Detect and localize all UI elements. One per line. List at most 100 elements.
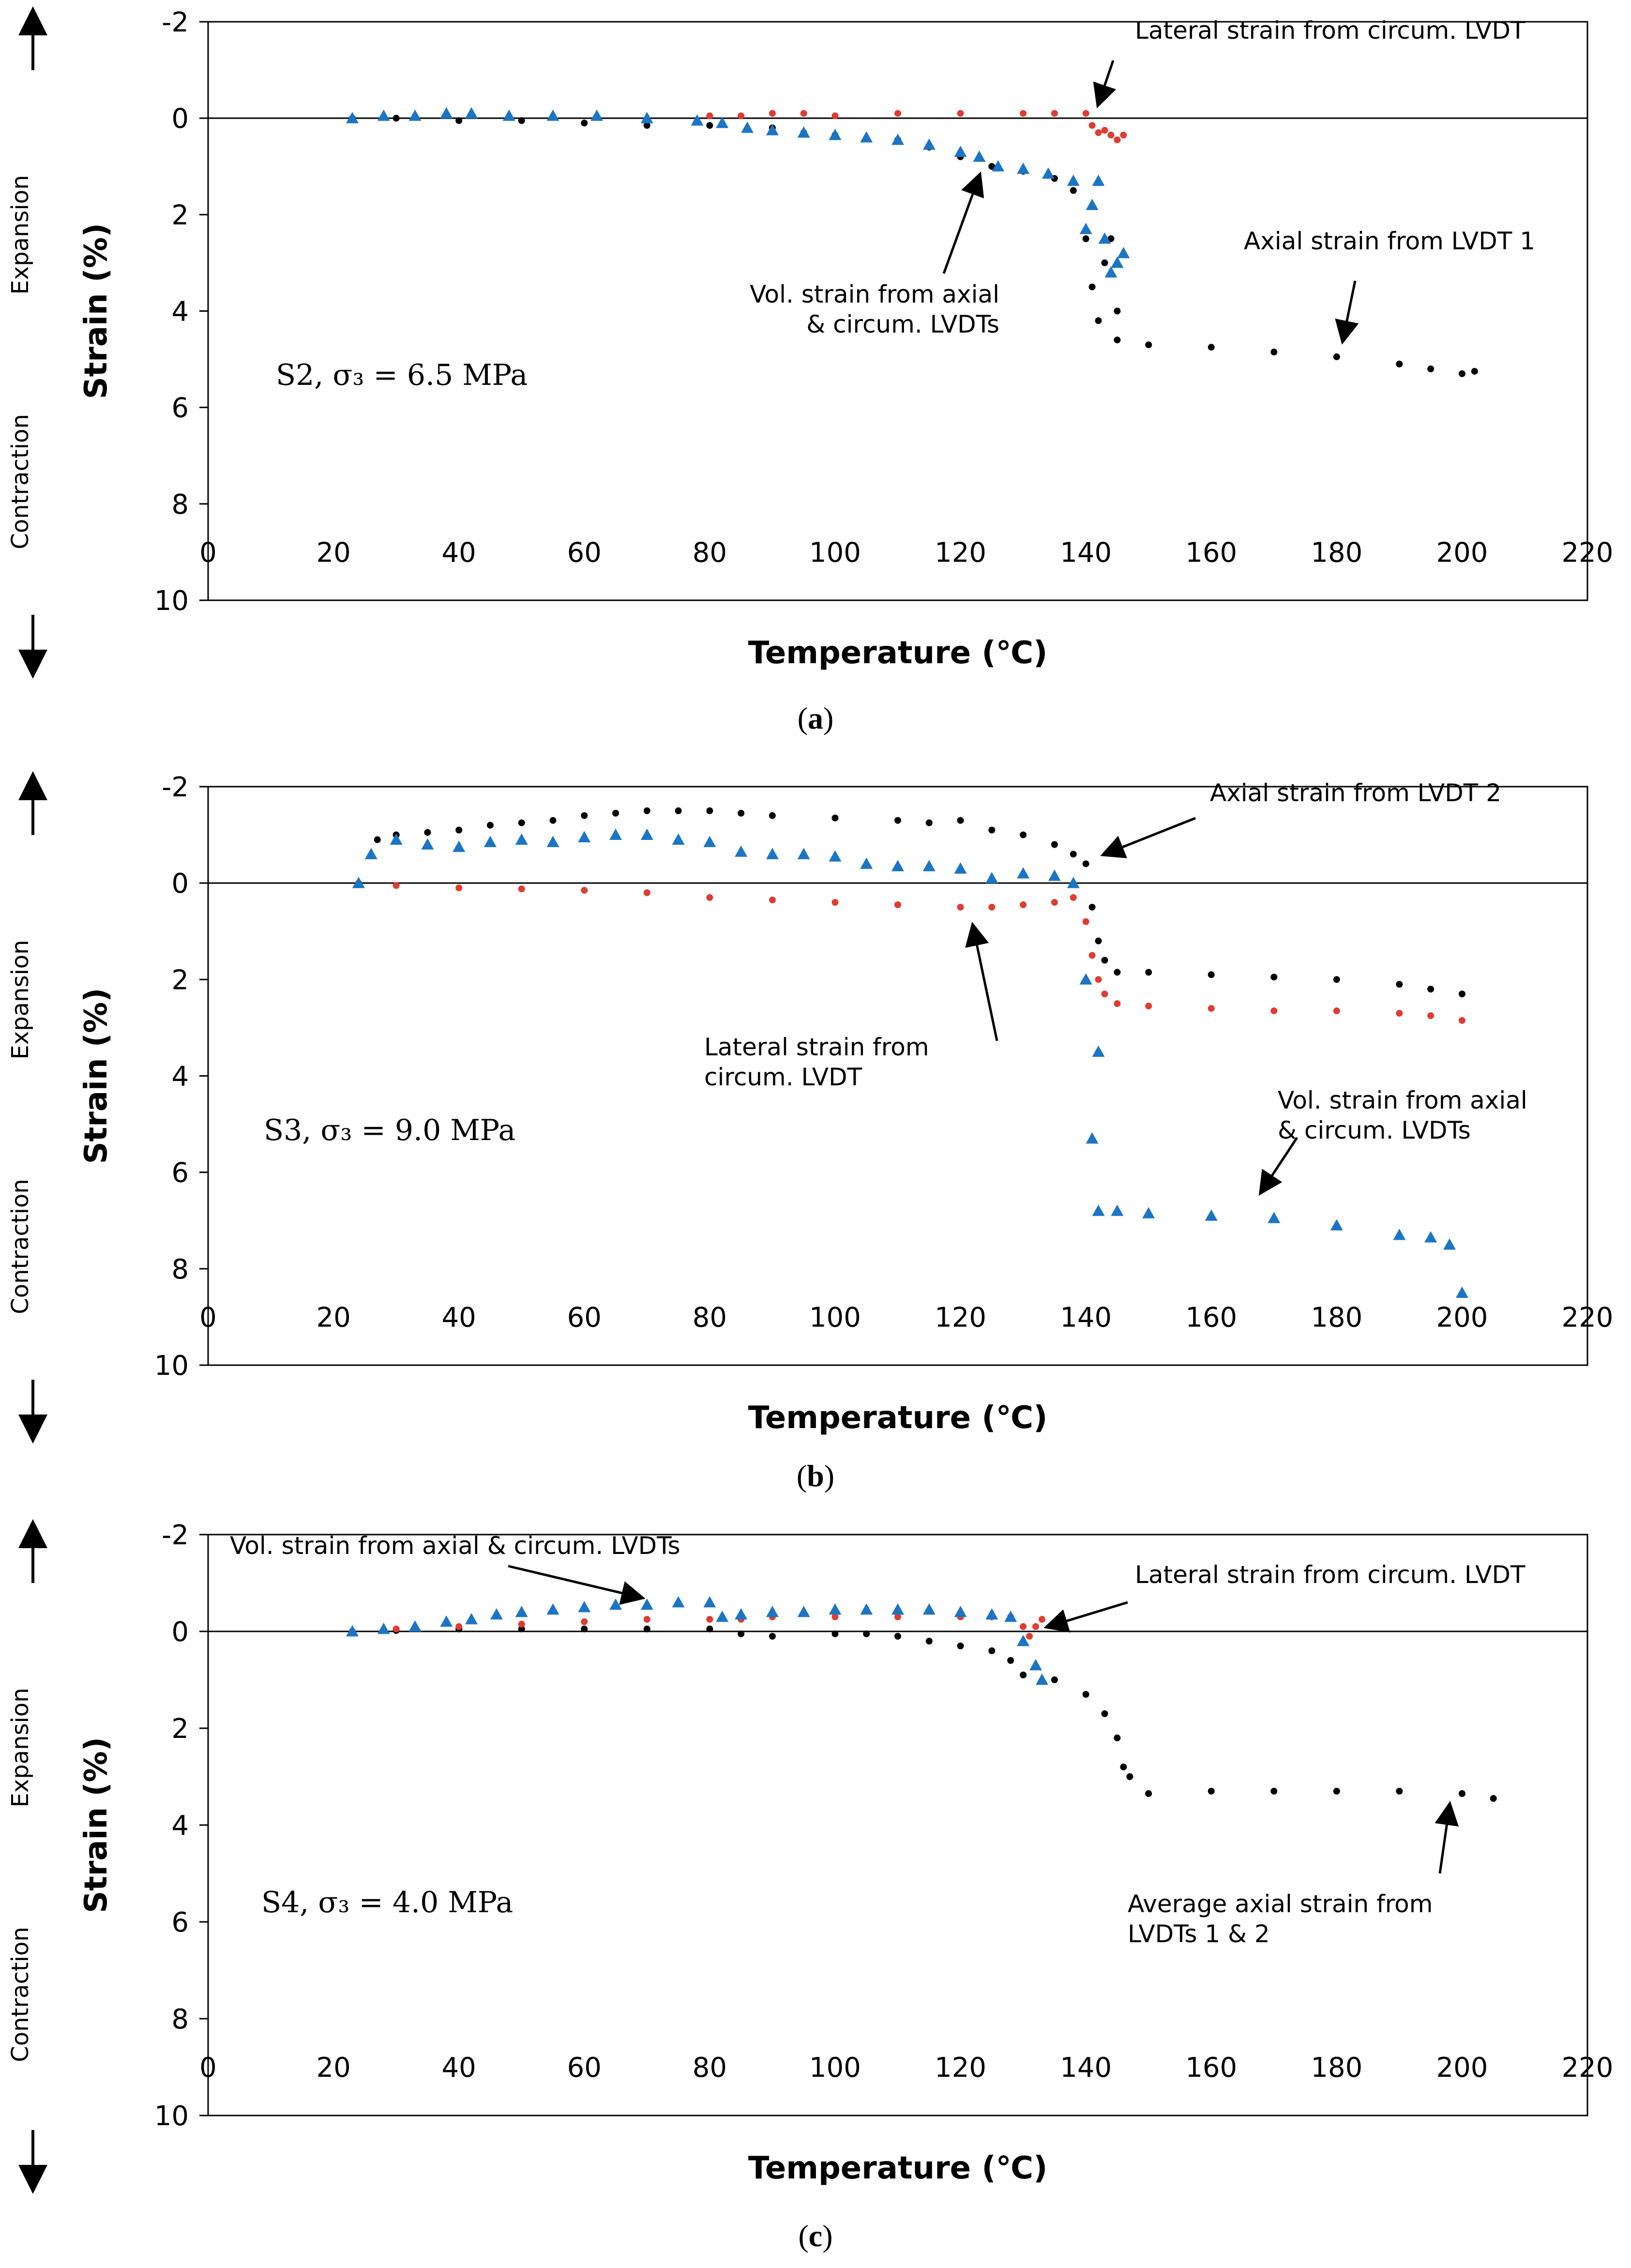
annotation-text: Lateral strain from circum. LVDT [1135,1561,1525,1589]
series-lateral [348,1613,1045,1640]
data-point [640,112,653,123]
x-tick-label: 100 [809,1302,861,1333]
data-point [1330,1219,1343,1231]
data-point [1111,256,1124,268]
caption-close: ) [824,1459,834,1493]
data-point [421,838,434,850]
x-tick-label: 40 [442,537,476,568]
y-tick-label: 8 [171,489,189,520]
annotation-lat: Lateral strain from circum. LVDT [1093,16,1525,108]
y-tick-label: 2 [171,199,189,231]
data-point [1082,860,1089,868]
data-point [1101,957,1108,964]
x-tick-label: 80 [693,2052,727,2084]
data-point [455,884,463,892]
side-labels: Expansion Contraction [7,6,47,679]
data-point [1098,232,1111,244]
series-axial [374,807,1465,998]
data-point [609,828,622,840]
data-point [1114,336,1121,344]
annotation-text: Vol. strain from axial [1278,1086,1527,1114]
panel-caption: (a) [798,701,834,735]
data-point [518,1621,525,1628]
data-point [643,807,650,814]
data-point [1070,187,1077,194]
data-point [1270,349,1278,356]
data-point [1393,1229,1406,1240]
data-point [800,110,807,117]
data-point [863,1630,870,1637]
data-point [1029,1659,1042,1671]
x-tick-label: 100 [809,2052,861,2084]
x-tick-label: 200 [1436,537,1488,568]
data-point [1424,1231,1437,1243]
data-point [1079,973,1092,985]
data-point [954,862,967,874]
data-point [703,836,716,847]
data-point [769,897,776,904]
data-point [716,117,729,128]
data-point [1111,1204,1124,1216]
data-point [831,1613,839,1620]
data-point [703,1596,716,1608]
data-point [1007,1657,1014,1664]
x-tick-label: 200 [1436,2052,1488,2084]
series-axial [348,1626,1497,1802]
data-point [797,126,810,138]
annotation-text: Lateral strain from [704,1033,929,1061]
data-point [957,110,964,117]
data-point [1070,851,1077,858]
data-point [1208,971,1215,978]
annotation-text: LVDTs 1 & 2 [1128,1920,1270,1948]
series-volumetric [346,107,1130,278]
caption-open: ( [798,2219,808,2253]
data-point [643,1616,650,1623]
x-tick-label: 0 [199,1302,217,1333]
y-tick-label: 4 [171,1061,189,1093]
data-point [518,819,525,826]
data-point [393,1626,400,1632]
y-tick-label: 0 [171,868,189,899]
data-point [455,826,463,834]
x-tick-label: 0 [199,537,217,568]
data-point [829,850,842,862]
annotation-arrow [1093,60,1117,108]
data-point [393,882,400,889]
y-tick-label: 4 [171,296,189,328]
x-tick-label: 220 [1562,1302,1614,1333]
x-tick-label: 220 [1562,537,1614,568]
data-point [1020,110,1027,117]
data-point [1270,1007,1278,1015]
annotation-vol: Vol. strain from axial& circum. LVDTs [1258,1086,1527,1196]
x-tick-label: 200 [1436,1302,1488,1333]
data-point [1070,894,1077,901]
y-axis-title: Strain (%) [78,988,114,1164]
data-point [706,122,713,129]
annotation-text: circum. LVDT [704,1063,862,1091]
data-point [988,1647,996,1654]
x-tick-label: 180 [1311,2052,1362,2084]
caption-open: ( [797,1459,807,1493]
data-point [1396,1788,1403,1795]
y-tick-label: 10 [154,1350,189,1382]
annotation-arrow [1043,1601,1128,1633]
data-point [891,1603,904,1615]
data-point [1270,1788,1278,1795]
data-point [612,809,619,817]
data-point [465,107,478,119]
data-point [1114,1735,1121,1741]
data-point [769,812,776,819]
annotation-vol: Vol. strain from axial & circum. LVDTs [230,1532,680,1605]
annotation-lat: Lateral strain from circum. LVDT [1043,1561,1525,1633]
data-point [1107,132,1115,139]
data-point [925,819,933,826]
data-point [894,1633,901,1640]
data-point [1082,110,1089,117]
data-point [735,845,748,857]
data-point [1017,867,1030,879]
x-axis-title: Temperature (℃) [748,1400,1048,1436]
data-point [769,1633,776,1640]
data-point [1455,1286,1468,1298]
series-volumetric [346,1596,1048,1685]
